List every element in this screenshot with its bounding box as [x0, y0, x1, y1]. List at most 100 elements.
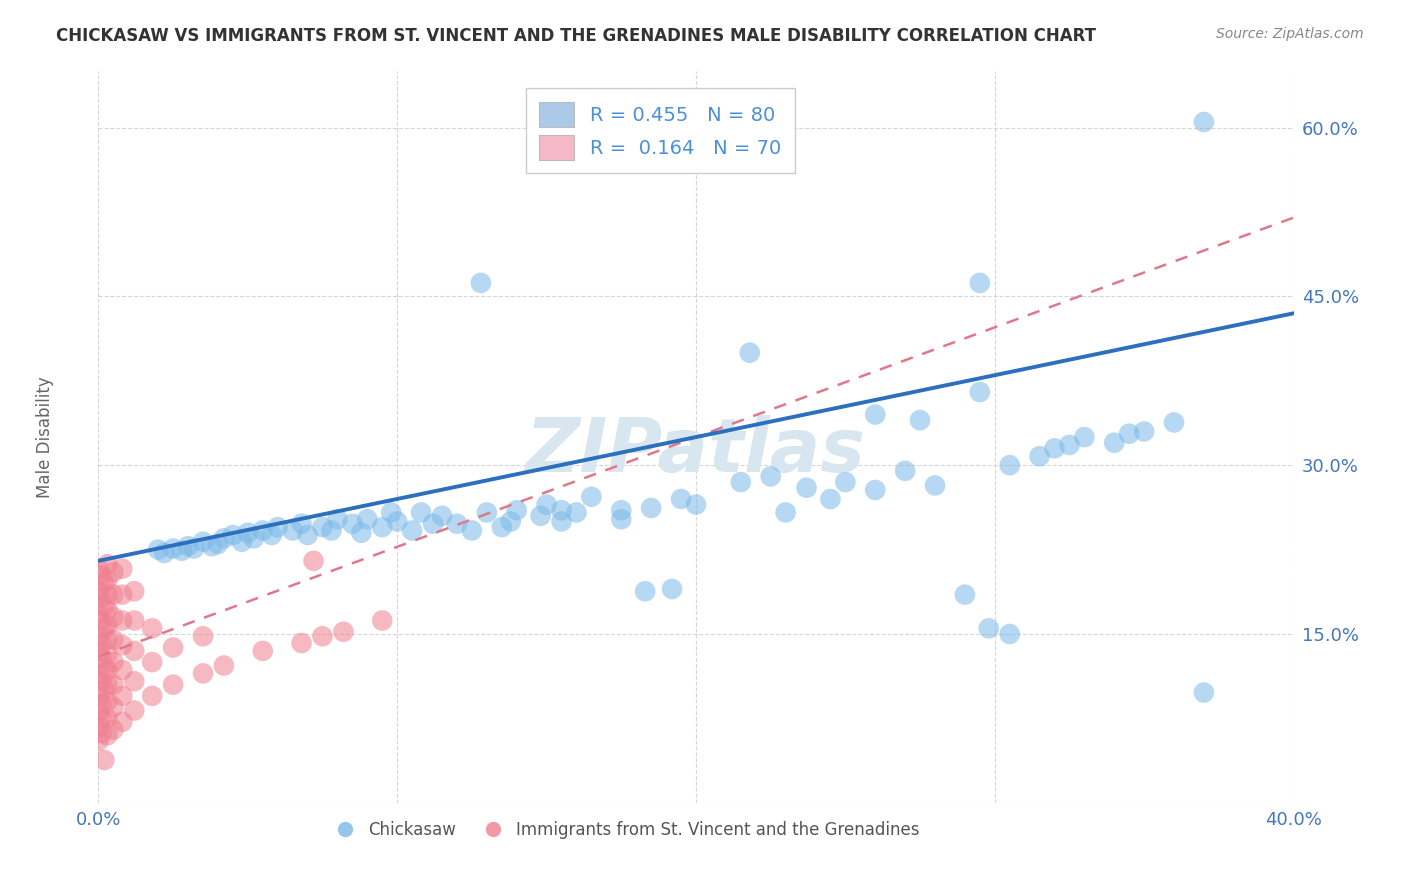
- Point: [1163, 416, 1185, 430]
- Point: [90, 652, 112, 666]
- Point: [212, 532, 235, 546]
- Point: [267, 520, 290, 534]
- Point: [96, 647, 118, 661]
- Point: [191, 666, 214, 681]
- Point: [111, 614, 134, 628]
- Point: [977, 621, 1000, 635]
- Point: [1118, 426, 1140, 441]
- Text: CHICKASAW VS IMMIGRANTS FROM ST. VINCENT AND THE GRENADINES MALE DISABILITY CORR: CHICKASAW VS IMMIGRANTS FROM ST. VINCENT…: [56, 27, 1097, 45]
- Point: [411, 506, 433, 520]
- Point: [87, 666, 110, 681]
- Point: [124, 584, 146, 599]
- Point: [87, 629, 110, 643]
- Point: [103, 655, 125, 669]
- Point: [141, 621, 163, 635]
- Point: [610, 503, 633, 517]
- Point: [499, 515, 522, 529]
- Point: [103, 700, 125, 714]
- Text: Male Disability: Male Disability: [35, 376, 53, 498]
- Point: [103, 632, 125, 647]
- Point: [530, 508, 553, 523]
- Point: [796, 481, 818, 495]
- Point: [924, 478, 946, 492]
- Point: [565, 506, 588, 520]
- Point: [191, 629, 214, 643]
- Point: [96, 618, 118, 632]
- Point: [730, 475, 752, 489]
- Point: [90, 726, 112, 740]
- Point: [93, 576, 115, 591]
- Point: [124, 704, 146, 718]
- Point: [342, 516, 364, 531]
- Point: [111, 714, 134, 729]
- Point: [111, 638, 134, 652]
- Point: [87, 562, 110, 576]
- Point: [87, 689, 110, 703]
- Point: [311, 629, 333, 643]
- Point: [90, 568, 112, 582]
- Point: [759, 469, 782, 483]
- Point: [461, 524, 484, 538]
- Point: [93, 621, 115, 635]
- Point: [738, 345, 761, 359]
- Point: [302, 554, 325, 568]
- Point: [332, 624, 354, 639]
- Text: Source: ZipAtlas.com: Source: ZipAtlas.com: [1216, 27, 1364, 41]
- Point: [446, 516, 468, 531]
- Point: [93, 753, 115, 767]
- Point: [321, 524, 343, 538]
- Point: [865, 483, 887, 497]
- Point: [103, 588, 125, 602]
- Point: [162, 678, 184, 692]
- Point: [96, 558, 118, 572]
- Point: [1192, 115, 1215, 129]
- Point: [87, 607, 110, 621]
- Point: [1192, 685, 1215, 699]
- Point: [111, 588, 134, 602]
- Point: [90, 636, 112, 650]
- Point: [908, 413, 931, 427]
- Point: [87, 719, 110, 733]
- Point: [231, 534, 253, 549]
- Point: [111, 562, 134, 576]
- Point: [640, 500, 662, 515]
- Point: [297, 528, 319, 542]
- Point: [834, 475, 856, 489]
- Point: [380, 506, 402, 520]
- Point: [820, 491, 842, 506]
- Point: [222, 528, 245, 542]
- Point: [998, 458, 1021, 473]
- Point: [172, 543, 194, 558]
- Point: [1104, 435, 1126, 450]
- Point: [1059, 438, 1081, 452]
- Point: [1028, 449, 1050, 463]
- Point: [1043, 442, 1066, 456]
- Point: [1133, 425, 1156, 439]
- Point: [90, 674, 112, 689]
- Point: [581, 490, 603, 504]
- Point: [243, 532, 266, 546]
- Point: [470, 276, 492, 290]
- Point: [153, 546, 176, 560]
- Point: [634, 584, 657, 599]
- Point: [969, 276, 991, 290]
- Point: [148, 542, 170, 557]
- Point: [87, 706, 110, 720]
- Point: [207, 537, 229, 551]
- Point: [96, 632, 118, 647]
- Point: [252, 644, 274, 658]
- Point: [111, 689, 134, 703]
- Point: [953, 588, 976, 602]
- Point: [93, 599, 115, 613]
- Point: [103, 565, 125, 579]
- Point: [162, 640, 184, 655]
- Point: [90, 711, 112, 725]
- Point: [96, 602, 118, 616]
- Point: [103, 678, 125, 692]
- Point: [87, 734, 110, 748]
- Point: [124, 614, 146, 628]
- Point: [969, 385, 991, 400]
- Point: [93, 661, 115, 675]
- Point: [201, 539, 224, 553]
- Point: [96, 663, 118, 677]
